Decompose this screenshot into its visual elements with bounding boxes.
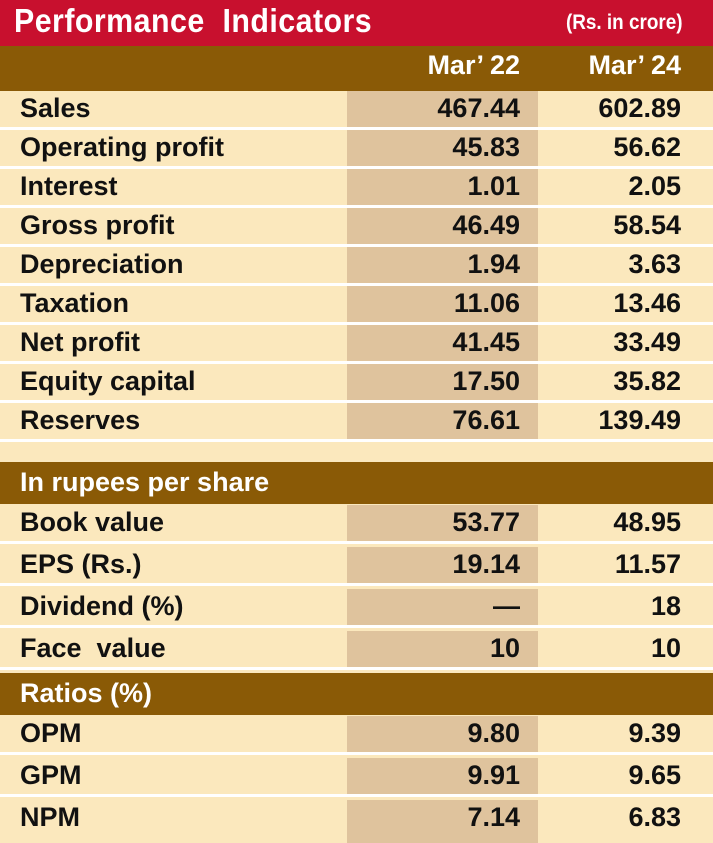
title-bar: Performance Indicators (Rs. in crore)	[0, 0, 713, 46]
table-row: OPM 9.80 9.39	[0, 716, 713, 755]
value-mar22: 7.14	[467, 802, 520, 832]
table-row: Face value 10 10	[0, 631, 713, 670]
value-mar22: 9.80	[467, 718, 520, 748]
section-header-per-share: In rupees per share	[0, 462, 713, 504]
value-mar22: 45.83	[452, 132, 520, 162]
value-mar22: 1.94	[467, 249, 520, 279]
table-row: Gross profit 46.49 58.54	[0, 208, 713, 247]
value-mar24: 35.82	[613, 366, 681, 396]
column-header-mar22: Mar’ 22	[427, 50, 520, 80]
value-mar24: 602.89	[598, 93, 681, 123]
table-row: Operating profit 45.83 56.62	[0, 130, 713, 169]
row-label: Book value	[20, 507, 165, 537]
table-row: NPM 7.14 6.83	[0, 800, 713, 843]
value-mar22: 1.01	[467, 171, 520, 201]
table-row: Net profit 41.45 33.49	[0, 325, 713, 364]
table-row: Book value 53.77 48.95	[0, 505, 713, 544]
column-header-mar24: Mar’ 24	[588, 50, 681, 80]
row-label: Reserves	[20, 405, 141, 435]
value-mar24: 9.39	[628, 718, 681, 748]
row-label: Sales	[20, 93, 91, 123]
value-mar24: 18	[650, 591, 681, 621]
value-mar22: 17.50	[452, 366, 520, 396]
row-label: Interest	[20, 171, 118, 201]
table-row: Equity capital 17.50 35.82	[0, 364, 713, 403]
value-mar22: 76.61	[452, 405, 520, 435]
row-label: OPM	[20, 718, 82, 748]
row-label: Equity capital	[20, 366, 196, 396]
value-mar22: 9.91	[467, 760, 520, 790]
row-label: Operating profit	[20, 132, 224, 162]
value-mar22: 11.06	[453, 288, 520, 318]
value-mar22: 10	[489, 633, 520, 663]
row-label: Taxation	[20, 288, 130, 318]
table-row: Reserves 76.61 139.49	[0, 403, 713, 442]
value-mar24: 2.05	[628, 171, 681, 201]
table-row: EPS (Rs.) 19.14 11.57	[0, 547, 713, 586]
value-mar22: 467.44	[437, 93, 520, 123]
value-mar24: 11.57	[614, 549, 681, 579]
table-row: Taxation 11.06 13.46	[0, 286, 713, 325]
value-mar24: 6.83	[628, 802, 681, 832]
value-mar24: 10	[650, 633, 681, 663]
value-mar24: 9.65	[628, 760, 681, 790]
row-label: GPM	[20, 760, 82, 790]
section-label: Ratios (%)	[20, 678, 153, 708]
section-label: In rupees per share	[20, 467, 270, 497]
value-mar24: 48.95	[613, 507, 681, 537]
value-mar22: —	[493, 591, 520, 621]
value-mar22: 53.77	[452, 507, 520, 537]
value-mar24: 56.62	[613, 132, 681, 162]
row-label: Depreciation	[20, 249, 184, 279]
row-label: NPM	[20, 802, 80, 832]
table-title: Performance Indicators	[14, 2, 373, 39]
value-mar22: 46.49	[452, 210, 520, 240]
table-row: Dividend (%) — 18	[0, 589, 713, 628]
row-label: Face value	[20, 633, 166, 663]
value-mar24: 13.46	[613, 288, 681, 318]
value-mar24: 33.49	[613, 327, 681, 357]
row-label: Gross profit	[20, 210, 175, 240]
column-header-bar: Mar’ 22 Mar’ 24	[0, 46, 713, 91]
row-label: EPS (Rs.)	[20, 549, 142, 579]
row-label: Net profit	[20, 327, 140, 357]
value-mar24: 58.54	[613, 210, 681, 240]
section-header-ratios: Ratios (%)	[0, 673, 713, 715]
unit-label: (Rs. in crore)	[566, 11, 683, 34]
value-mar24: 3.63	[628, 249, 681, 279]
table-row: GPM 9.91 9.65	[0, 758, 713, 797]
table-row: Interest 1.01 2.05	[0, 169, 713, 208]
value-mar22: 41.45	[452, 327, 520, 357]
table-row: Sales 467.44 602.89	[0, 91, 713, 130]
row-label: Dividend (%)	[20, 591, 184, 621]
table-row: Depreciation 1.94 3.63	[0, 247, 713, 286]
value-mar22: 19.14	[452, 549, 520, 579]
value-mar24: 139.49	[598, 405, 681, 435]
